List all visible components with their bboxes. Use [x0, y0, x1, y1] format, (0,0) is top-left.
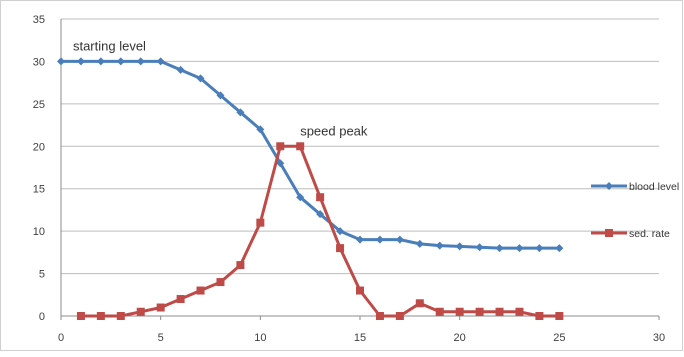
x-tick-label: 30: [653, 332, 665, 344]
y-tick-label: 0: [39, 311, 45, 323]
data-point-sed-rate: [156, 303, 165, 312]
data-point-blood-level: [76, 57, 85, 66]
data-point-blood-level: [136, 57, 145, 66]
data-point-blood-level: [236, 108, 245, 117]
x-tick-label: 5: [158, 332, 164, 344]
data-point-blood-level: [216, 91, 225, 100]
data-point-blood-level: [515, 244, 524, 253]
data-point-blood-level: [116, 57, 125, 66]
data-point-blood-level: [96, 57, 105, 66]
y-tick-label: 10: [33, 226, 45, 238]
data-point-blood-level: [395, 235, 404, 244]
data-point-sed-rate: [455, 307, 464, 316]
data-point-blood-level: [276, 159, 285, 168]
y-tick-label: 20: [33, 141, 45, 153]
data-point-blood-level: [316, 210, 325, 219]
x-tick-label: 25: [553, 332, 565, 344]
legend-label-blood-level: blood level: [629, 181, 679, 193]
data-point-sed-rate: [196, 286, 205, 295]
x-tick-label: 10: [254, 332, 266, 344]
data-point-sed-rate: [356, 286, 364, 295]
data-point-blood-level: [156, 57, 165, 66]
legend: blood level sed. rate: [591, 181, 679, 240]
data-point-sed-rate: [236, 261, 245, 270]
data-point-blood-level: [435, 241, 444, 250]
data-point-sed-rate: [76, 312, 85, 320]
data-point-blood-level: [475, 243, 484, 252]
data-point-blood-level: [176, 65, 185, 74]
data-point-sed-rate: [276, 142, 285, 151]
annotations: starting level speed peak: [73, 38, 368, 138]
data-point-sed-rate: [336, 244, 345, 253]
data-point-sed-rate: [216, 278, 225, 287]
data-point-sed-rate: [296, 142, 305, 151]
x-tick-label: 15: [354, 332, 366, 344]
series-line-blood-level: [59, 59, 561, 250]
data-point-sed-rate: [555, 312, 564, 320]
data-point-blood-level: [256, 125, 265, 134]
data-point-blood-level: [296, 193, 305, 202]
legend-label-sed-rate: sed. rate: [629, 228, 670, 240]
y-tick-label: 5: [39, 269, 45, 281]
data-point-blood-level: [455, 242, 464, 251]
data-point-blood-level: [495, 244, 504, 253]
data-point-sed-rate: [176, 295, 185, 304]
data-point-blood-level: [57, 57, 65, 66]
data-point-sed-rate: [116, 312, 125, 320]
data-point-sed-rate: [535, 312, 544, 320]
data-point-blood-level: [196, 74, 205, 83]
data-point-sed-rate: [256, 218, 265, 227]
y-tick-label: 25: [33, 99, 45, 111]
data-point-sed-rate: [475, 307, 484, 316]
annotation-label: speed peak: [300, 123, 368, 138]
data-point-blood-level: [555, 244, 564, 253]
data-point-sed-rate: [515, 307, 524, 316]
y-tick-label: 35: [33, 14, 45, 26]
x-tick-label: 20: [454, 332, 466, 344]
data-point-sed-rate: [395, 312, 404, 320]
data-point-sed-rate: [96, 312, 105, 320]
data-point-blood-level: [375, 235, 384, 244]
data-point-sed-rate: [415, 299, 424, 308]
data-point-sed-rate: [316, 193, 325, 202]
annotation-label: starting level: [73, 38, 146, 53]
data-point-blood-level: [415, 239, 424, 248]
y-tick-label: 15: [33, 184, 45, 196]
legend-marker-sed-rate: [605, 229, 613, 237]
data-point-sed-rate: [375, 312, 384, 320]
data-point-blood-level: [356, 235, 364, 244]
gridlines: [61, 18, 659, 275]
y-tick-label: 30: [33, 56, 45, 68]
x-tick-label: 0: [58, 332, 64, 344]
data-point-sed-rate: [136, 307, 145, 316]
legend-marker-blood-level: [605, 182, 613, 190]
axes: 0 5 10 15 20 25 30 35 0 5 10 15 20 25 30: [33, 14, 665, 344]
series-lines: [57, 57, 564, 320]
data-point-sed-rate: [435, 307, 444, 316]
data-point-blood-level: [336, 227, 345, 236]
data-point-sed-rate: [495, 307, 504, 316]
data-point-blood-level: [535, 244, 544, 253]
